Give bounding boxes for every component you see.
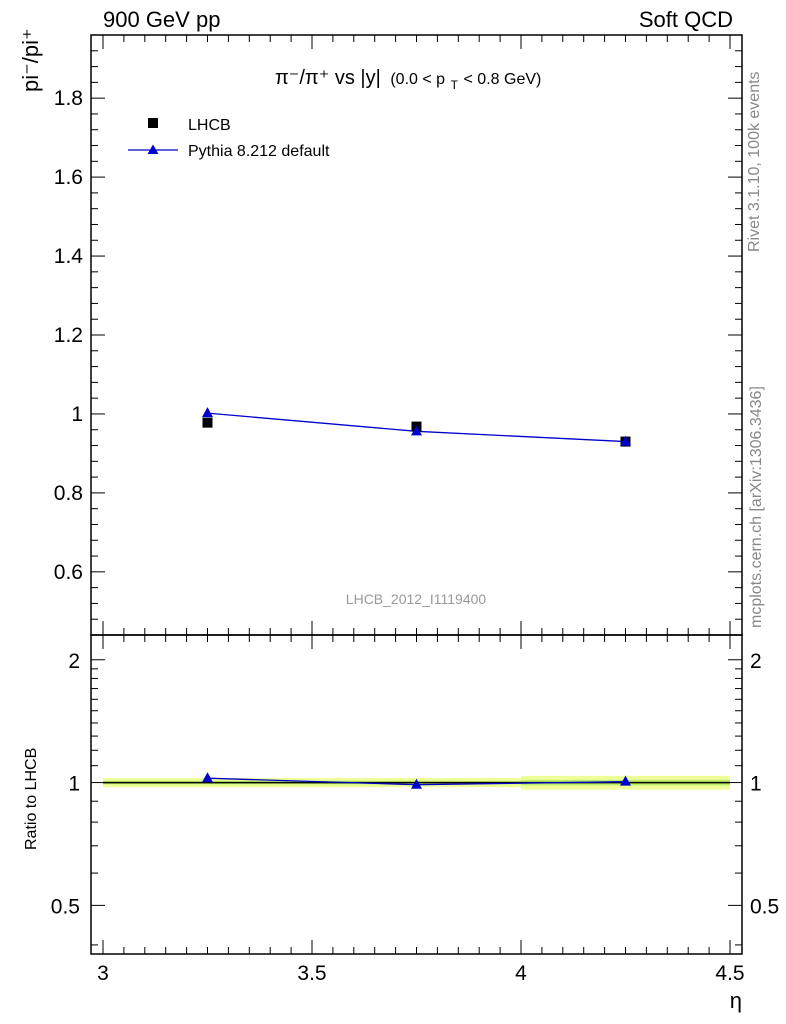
pythia-data-point — [202, 407, 213, 418]
legend-lhcb-marker — [148, 118, 158, 128]
y-tick-label: 0.8 — [54, 482, 83, 505]
chart-title-cut-sub: T — [451, 78, 459, 92]
ratio-tick-label-right: 0.5 — [750, 895, 779, 918]
chart-title-cut: (0.0 < p — [390, 71, 445, 88]
ratio-tick-label: 0.5 — [51, 895, 80, 918]
pythia-ratio-point — [620, 775, 631, 786]
x-tick-label: 4.5 — [715, 962, 744, 985]
legend-pythia-marker — [147, 144, 159, 154]
x-tick-label: 4 — [515, 962, 527, 985]
ratio-panel-frame — [90, 634, 743, 955]
x-tick-label: 3 — [97, 962, 109, 985]
y-tick-label: 1.4 — [54, 245, 84, 268]
tick-marks — [91, 34, 742, 954]
pythia-ratio-point — [202, 772, 213, 783]
ratio-tick-label: 1 — [68, 773, 80, 796]
pythia-ratio-point — [411, 778, 422, 789]
ratio-tick-label: 2 — [68, 650, 80, 673]
x-axis-label: η — [730, 988, 742, 1013]
series-markers — [202, 407, 631, 789]
y-tick-label: 1.8 — [54, 87, 83, 110]
ratio-tick-label-right: 2 — [750, 650, 762, 673]
y-axis-label: pi⁻/pi⁺ — [18, 28, 43, 92]
chart-title-cut-end: < 0.8 GeV) — [464, 71, 542, 88]
tick-labels: 3 3.5 4 4.5 0.6 0.8 1 1.2 1.4 1.6 1.8 0.5 0.5 1 1 2 2 — [51, 87, 779, 985]
header-right: Soft QCD — [638, 7, 733, 32]
legend-lhcb-label: LHCB — [188, 117, 231, 134]
legend-pythia-label: Pythia 8.212 default — [188, 143, 330, 160]
lhcb-data-point — [202, 417, 213, 428]
y-tick-label: 1 — [71, 403, 83, 426]
analysis-label: LHCB_2012_I1119400 — [346, 591, 487, 607]
ratio-y-axis-label: Ratio to LHCB — [23, 748, 40, 850]
pythia-data-point — [411, 425, 422, 436]
header-left: 900 GeV pp — [103, 7, 221, 32]
chart-title: π⁻/π⁺ vs |y| (0.0 < p T < 0.8 GeV) — [275, 67, 541, 94]
x-tick-label: 3.5 — [297, 962, 326, 985]
y-tick-label: 1.6 — [54, 166, 83, 189]
pythia-data-point — [620, 435, 631, 446]
y-tick-label: 0.6 — [54, 561, 83, 584]
chart-title-main: π⁻/π⁺ vs |y| — [275, 67, 381, 89]
ratio-tick-label-right: 1 — [750, 773, 762, 796]
y-tick-label: 1.2 — [54, 324, 83, 347]
